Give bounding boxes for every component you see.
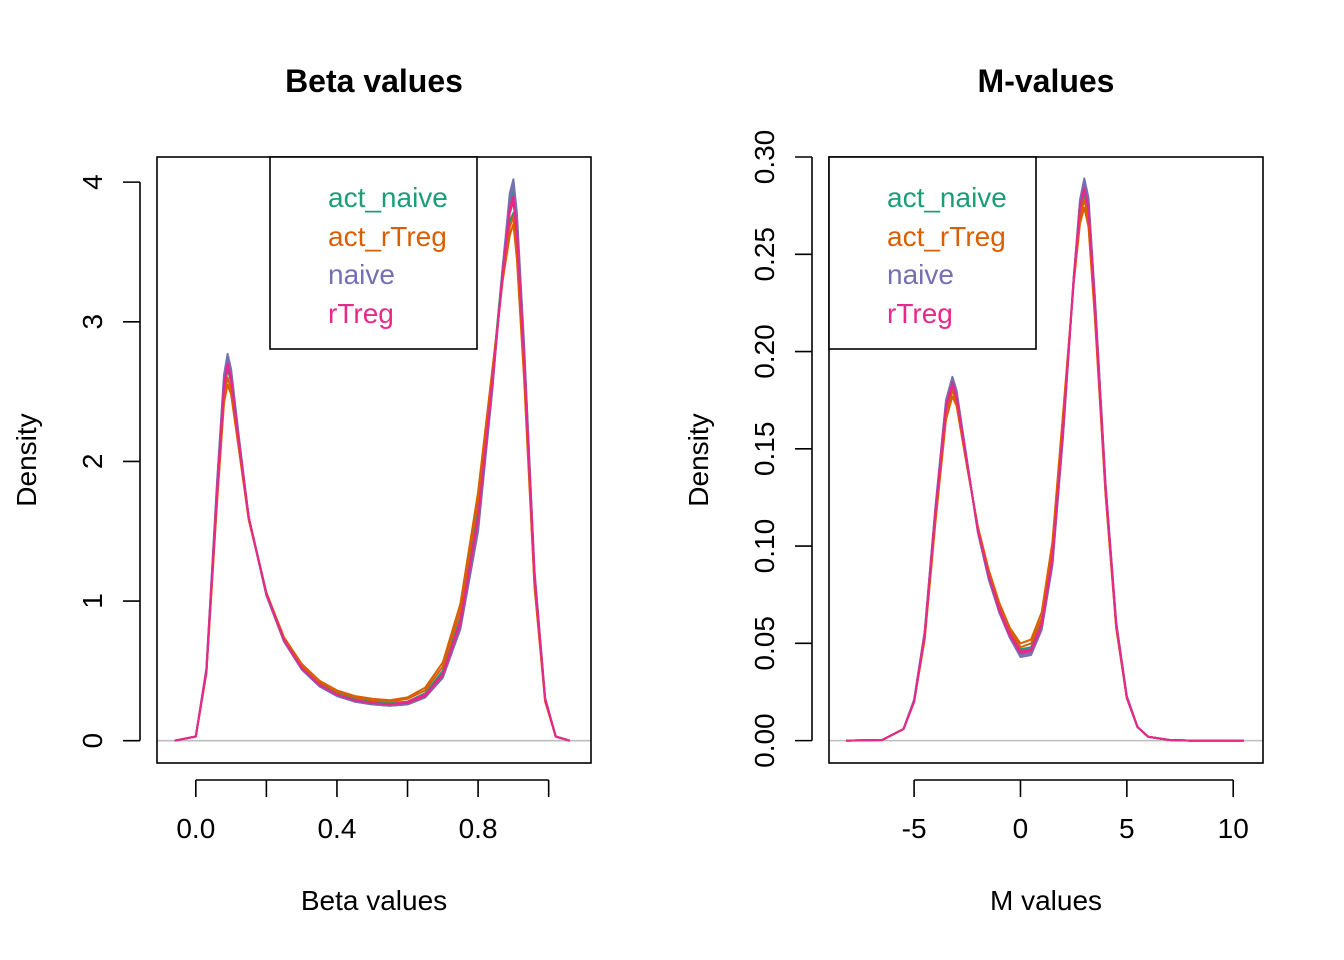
beta-x-tick-label: 0.4: [317, 813, 356, 844]
beta-density-line-naive: [174, 183, 571, 742]
m-plot-frame: [828, 156, 1264, 764]
beta-legend-naive: naive: [328, 259, 395, 290]
beta-legend: act_naive act_rTreg naive rTreg: [269, 156, 478, 350]
beta-y-tick-label: 0: [77, 733, 108, 749]
m-x-tick-label: 10: [1218, 813, 1249, 844]
m-legend-act-rtreg: act_rTreg: [887, 221, 1006, 252]
m-y-tick-label: 0.30: [749, 130, 780, 185]
m-legend-act-naive: act_naive: [887, 182, 1007, 213]
m-y-tick-label: 0.05: [749, 616, 780, 671]
m-x-tick-label: -5: [902, 813, 927, 844]
m-density-lines: [829, 177, 1263, 742]
beta-legend-rtreg: rTreg: [328, 298, 394, 329]
m-x-tick-label: 5: [1119, 813, 1135, 844]
beta-x-tick-label: 0.0: [176, 813, 215, 844]
beta-legend-act-naive: act_naive: [328, 182, 448, 213]
m-panel-title: M-values: [978, 63, 1115, 99]
beta-y-tick-label: 2: [77, 454, 108, 470]
beta-y-axis-label: Density: [11, 413, 42, 506]
beta-legend-act-rtreg: act_rTreg: [328, 221, 447, 252]
m-y-axis-label: Density: [683, 413, 714, 506]
beta-density-line-act-rtreg: [174, 216, 571, 742]
beta-x-tick-label: 0.8: [459, 813, 498, 844]
beta-density-lines: [157, 178, 591, 742]
m-density-line-rtreg: [845, 189, 1244, 742]
m-x-axis-label: M values: [990, 885, 1102, 916]
m-legend: act_naive act_rTreg naive rTreg: [828, 156, 1037, 350]
m-legend-naive: naive: [887, 259, 954, 290]
beta-panel-title: Beta values: [285, 63, 463, 99]
beta-axis-ticks: 0.0 0.4 0.8 0 1 2 3 4: [77, 174, 550, 844]
beta-legend-box: [269, 156, 478, 350]
beta-x-axis-label: Beta values: [301, 885, 447, 916]
m-values-panel: M-values M values Density -5 0 5 10 0.00 0.05…: [683, 63, 1264, 916]
beta-y-tick-label: 1: [77, 593, 108, 609]
m-y-tick-label: 0.10: [749, 519, 780, 574]
m-y-tick-label: 0.25: [749, 227, 780, 282]
m-legend-box: [828, 156, 1037, 350]
m-y-tick-label: 0.15: [749, 422, 780, 477]
beta-density-line-rtreg: [174, 200, 571, 742]
m-y-tick-label: 0.20: [749, 324, 780, 379]
beta-y-tick-label: 4: [77, 174, 108, 190]
m-axis-ticks: -5 0 5 10 0.00 0.05 0.10 0.15 0.20 0.25 0.30: [749, 130, 1249, 844]
m-y-tick-label: 0.00: [749, 713, 780, 768]
beta-values-panel: Beta values Beta values Density 0.0 0.4 0.…: [11, 63, 592, 916]
m-legend-rtreg: rTreg: [887, 298, 953, 329]
beta-y-tick-label: 3: [77, 314, 108, 330]
m-x-tick-label: 0: [1013, 813, 1029, 844]
